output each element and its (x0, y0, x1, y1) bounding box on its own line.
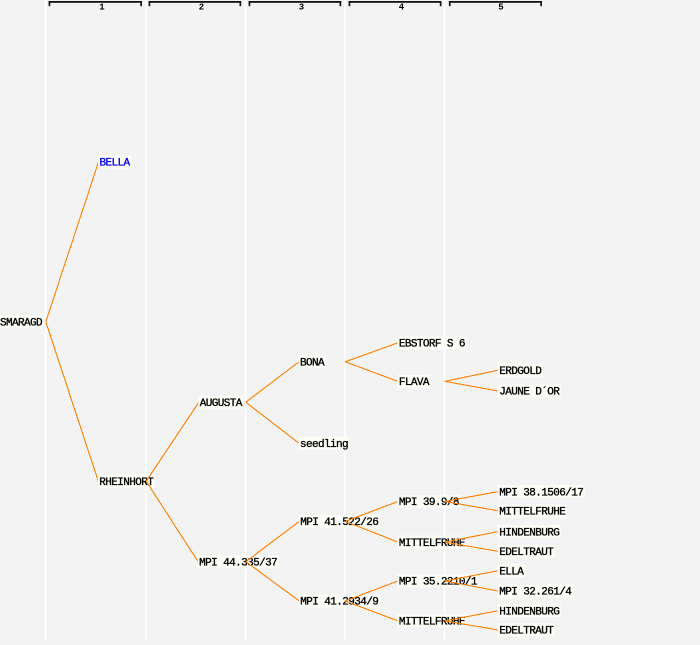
svg-text:HINDENBURG: HINDENBURG (499, 606, 559, 618)
svg-text:EBSTORF S 6: EBSTORF S 6 (399, 339, 465, 351)
svg-text:seedling: seedling (300, 439, 348, 451)
svg-text:RHEINHORT: RHEINHORT (99, 477, 154, 489)
svg-text:EDELTRAUT: EDELTRAUT (499, 547, 554, 559)
svg-text:BONA: BONA (300, 358, 325, 370)
svg-text:2: 2 (199, 2, 204, 12)
svg-text:MPI 38.1506/17: MPI 38.1506/17 (499, 487, 583, 499)
svg-text:JAUNE D´OR: JAUNE D´OR (499, 386, 560, 399)
svg-text:MPI 44.335/37: MPI 44.335/37 (199, 557, 277, 569)
svg-text:ELLA: ELLA (499, 566, 524, 578)
svg-text:SMARAGD: SMARAGD (0, 318, 43, 330)
svg-text:ERDGOLD: ERDGOLD (499, 366, 542, 378)
svg-text:AUGUSTA: AUGUSTA (200, 398, 243, 410)
svg-text:MPI 32.261/4: MPI 32.261/4 (499, 587, 572, 599)
svg-text:1: 1 (99, 2, 105, 12)
svg-text:MPI 41.2934/9: MPI 41.2934/9 (300, 597, 378, 609)
svg-text:4: 4 (399, 2, 405, 12)
svg-text:HINDENBURG: HINDENBURG (499, 527, 559, 539)
svg-text:BELLA: BELLA (100, 158, 131, 170)
svg-text:MPI 35.2210/1: MPI 35.2210/1 (399, 577, 478, 589)
svg-text:MPI 41.522/26: MPI 41.522/26 (300, 517, 378, 529)
svg-text:EDELTRAUT: EDELTRAUT (499, 626, 554, 638)
svg-text:5: 5 (498, 2, 503, 12)
svg-text:MITTELFRUHE: MITTELFRUHE (499, 507, 566, 519)
svg-text:3: 3 (299, 2, 304, 12)
svg-text:FLAVA: FLAVA (399, 377, 430, 389)
svg-text:MPI 39.9/8: MPI 39.9/8 (399, 497, 459, 509)
